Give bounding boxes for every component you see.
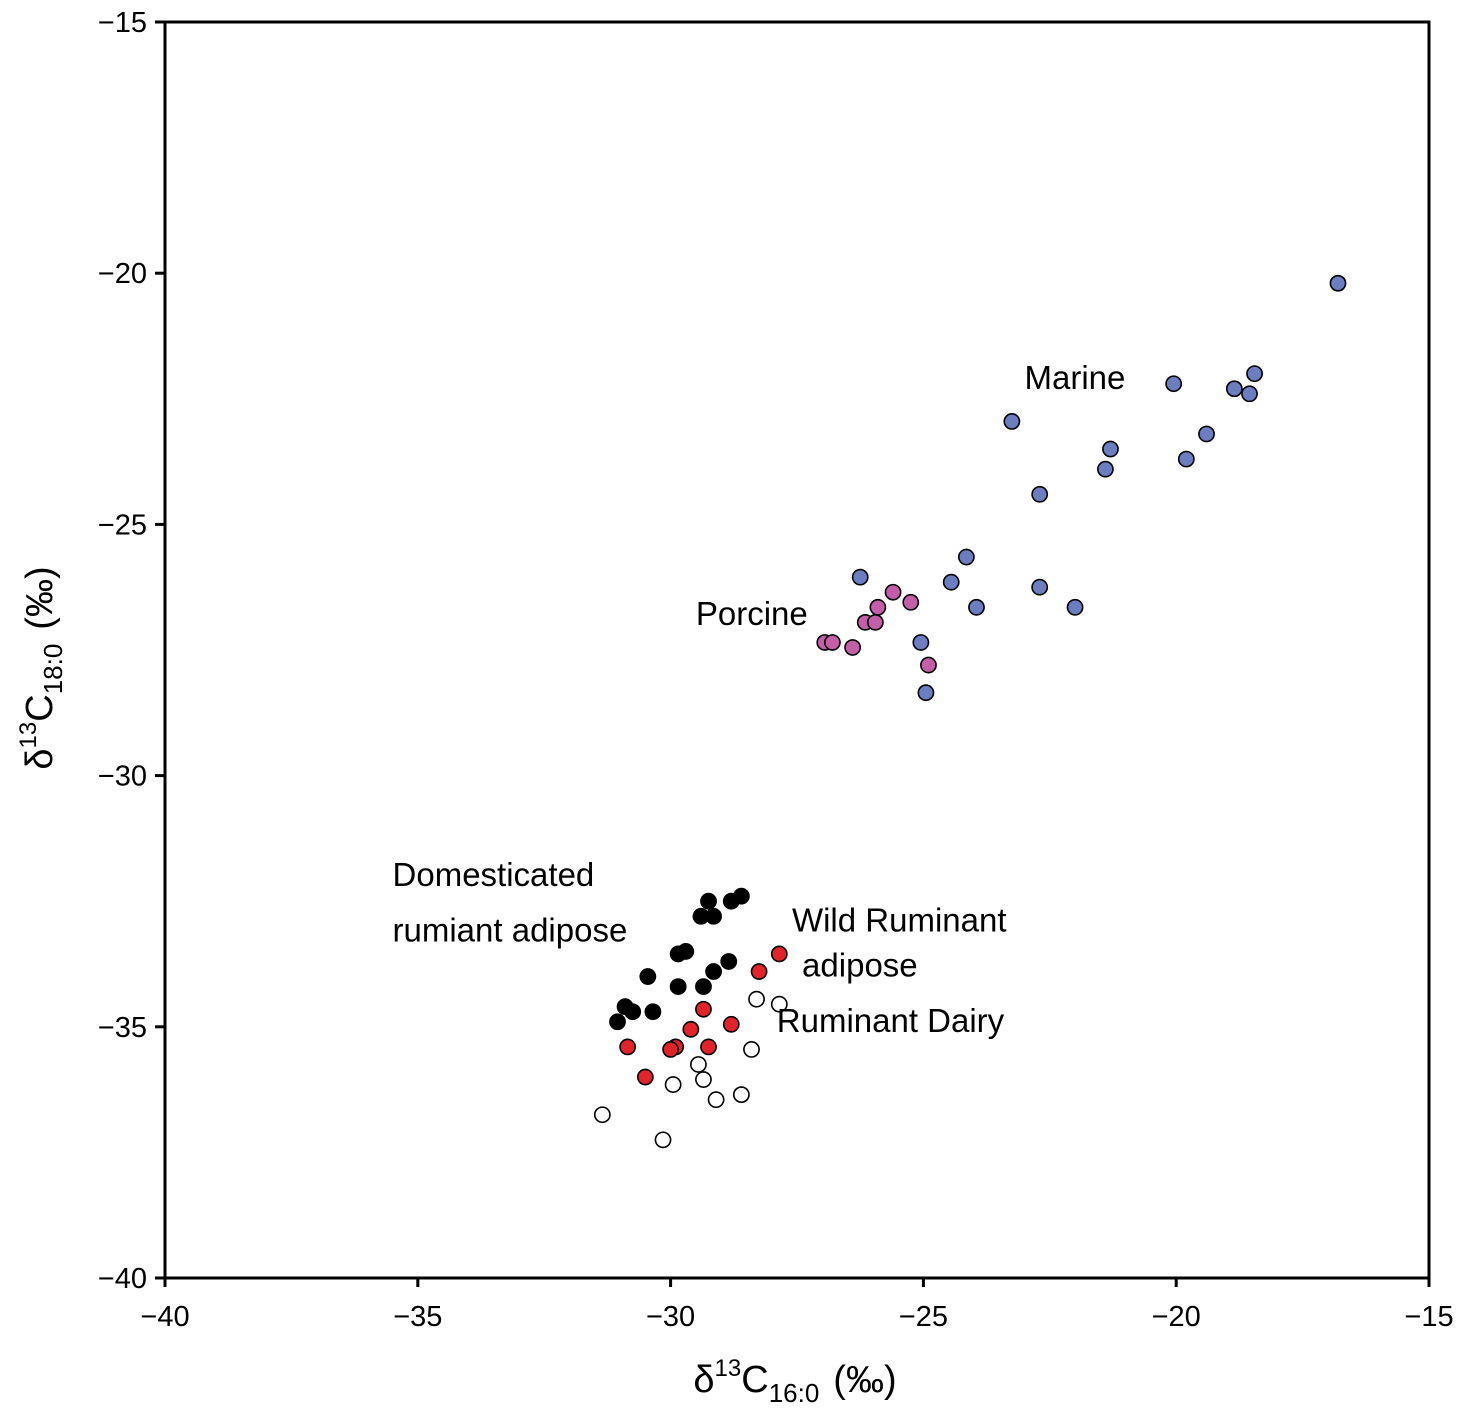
data-point: [869, 598, 887, 616]
annotation-label: rumiant adipose: [393, 911, 628, 948]
data-point: [1003, 413, 1021, 430]
data-point: [695, 1000, 712, 1018]
plot-area-frame: [163, 20, 1431, 1280]
y-axis-title: δ13C18:0(‰): [15, 566, 68, 769]
annotation-label: Ruminant Dairy: [777, 1002, 1005, 1039]
data-point: [700, 892, 717, 910]
data-point: [902, 593, 920, 611]
data-point: [750, 963, 768, 980]
data-point: [619, 1038, 637, 1056]
x-tick-label: −35: [393, 1301, 442, 1333]
y-tick-label: −20: [98, 258, 147, 290]
data-point: [1225, 380, 1243, 398]
data-point: [732, 1086, 750, 1104]
y-tick-label: −15: [98, 7, 147, 39]
series-ruminant-dairy: [593, 990, 788, 1149]
x-tick-label: −40: [140, 1301, 189, 1333]
data-point: [1198, 425, 1215, 443]
y-tick-label: −35: [98, 1012, 147, 1044]
data-point: [1329, 274, 1347, 292]
data-point: [636, 1068, 654, 1086]
x-tick-label: −20: [1152, 1301, 1201, 1333]
series-porcine: [816, 583, 937, 674]
data-point: [1031, 578, 1049, 596]
series-wild-ruminant-adipose: [619, 945, 788, 1086]
data-point: [968, 598, 985, 616]
data-point: [609, 1013, 626, 1031]
data-point: [669, 978, 687, 996]
data-point: [664, 1076, 682, 1093]
data-point: [823, 634, 841, 651]
annotation-label: Domesticated: [393, 856, 595, 893]
data-point: [884, 583, 902, 601]
annotation-label: Marine: [1025, 359, 1126, 396]
y-tick-label: −25: [98, 509, 147, 541]
data-point: [844, 639, 862, 656]
data-point: [770, 995, 788, 1013]
data-point: [1031, 485, 1049, 503]
x-axis-title: δ13C16:0 (‰): [693, 1355, 896, 1408]
data-point: [917, 684, 935, 702]
data-point: [770, 945, 788, 963]
data-point: [748, 990, 765, 1008]
data-point: [690, 1056, 707, 1073]
data-point: [720, 953, 738, 970]
data-point: [957, 548, 975, 566]
data-point: [1246, 365, 1263, 383]
data-point: [912, 634, 930, 651]
data-point: [851, 568, 869, 586]
data-point: [705, 963, 722, 980]
data-point: [682, 1020, 700, 1038]
data-point: [669, 945, 687, 963]
data-points: [593, 274, 1347, 1149]
x-axis: −40 −35 −30 −25 −20 −15: [140, 1278, 1454, 1333]
y-tick-label: −40: [98, 1263, 147, 1295]
data-point: [1102, 440, 1119, 458]
data-point: [705, 907, 722, 925]
data-point: [1066, 598, 1084, 616]
data-point: [639, 968, 657, 985]
data-point: [722, 1015, 740, 1033]
data-point: [707, 1091, 725, 1109]
x-tick-label: −15: [1404, 1301, 1453, 1333]
series-marine: [851, 274, 1347, 702]
annotation-label: adipose: [802, 947, 918, 984]
data-point: [920, 656, 937, 674]
data-point: [866, 613, 884, 631]
x-tick-label: −30: [646, 1301, 695, 1333]
data-point: [1177, 450, 1195, 468]
data-point: [644, 1003, 662, 1021]
data-point: [662, 1041, 679, 1058]
y-axis: −15 −20 −25 −30 −35 −40: [98, 7, 165, 1295]
data-point: [722, 892, 740, 910]
data-point: [593, 1106, 611, 1124]
series-domesticated-rumiant-adipose: [609, 887, 750, 1031]
y-tick-label: −30: [98, 761, 147, 793]
data-point: [695, 978, 712, 996]
data-point: [695, 1071, 712, 1088]
x-tick-label: −25: [899, 1301, 948, 1333]
data-point: [1241, 385, 1258, 403]
data-point: [743, 1041, 760, 1058]
data-point: [654, 1131, 672, 1149]
data-point: [700, 1038, 717, 1056]
data-point: [1165, 375, 1183, 393]
group-annotations: Marine Porcine Domesticated rumiant adipose…: [393, 359, 1126, 1039]
data-point: [942, 573, 960, 591]
data-point: [624, 1003, 642, 1021]
annotation-label: Porcine: [696, 595, 808, 632]
annotation-label: Wild Ruminant: [792, 901, 1007, 938]
data-point: [1097, 460, 1114, 478]
